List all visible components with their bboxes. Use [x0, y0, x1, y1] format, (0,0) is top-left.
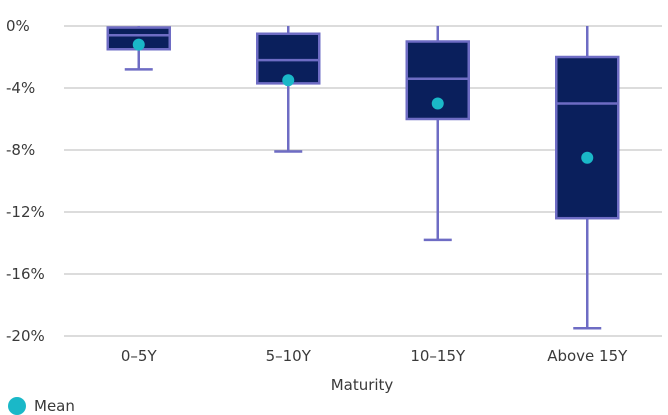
boxes [106, 26, 620, 330]
x-tick-label: 0–5Y [121, 347, 158, 365]
y-tick-label: -12% [6, 203, 45, 221]
mean-point [282, 74, 295, 87]
gridlines [64, 25, 662, 337]
box-2 [405, 26, 470, 242]
legend: Mean [8, 397, 75, 415]
box-1 [256, 26, 321, 153]
mean-point [132, 38, 145, 51]
x-tick-label: 10–15Y [410, 347, 466, 365]
y-tick-label: -4% [6, 79, 35, 97]
y-tick-label: -20% [6, 327, 45, 345]
x-axis-tick-labels: 0–5Y 5–10Y 10–15Y Above 15Y [121, 347, 628, 365]
mean-point [431, 97, 444, 110]
y-tick-label: -8% [6, 141, 35, 159]
legend-mean-label: Mean [34, 397, 75, 415]
x-tick-label: 5–10Y [266, 347, 312, 365]
y-axis-tick-labels: 0% -4% -8% -12% -16% -20% [6, 17, 45, 345]
box-0 [106, 26, 171, 71]
box-iqr [555, 55, 620, 220]
mean-point [581, 151, 594, 164]
y-tick-label: 0% [6, 17, 30, 35]
x-tick-label: Above 15Y [547, 347, 628, 365]
box-3 [555, 26, 620, 330]
y-tick-label: -16% [6, 265, 45, 283]
legend-mean-marker [8, 397, 26, 415]
x-axis-title: Maturity [331, 376, 394, 394]
